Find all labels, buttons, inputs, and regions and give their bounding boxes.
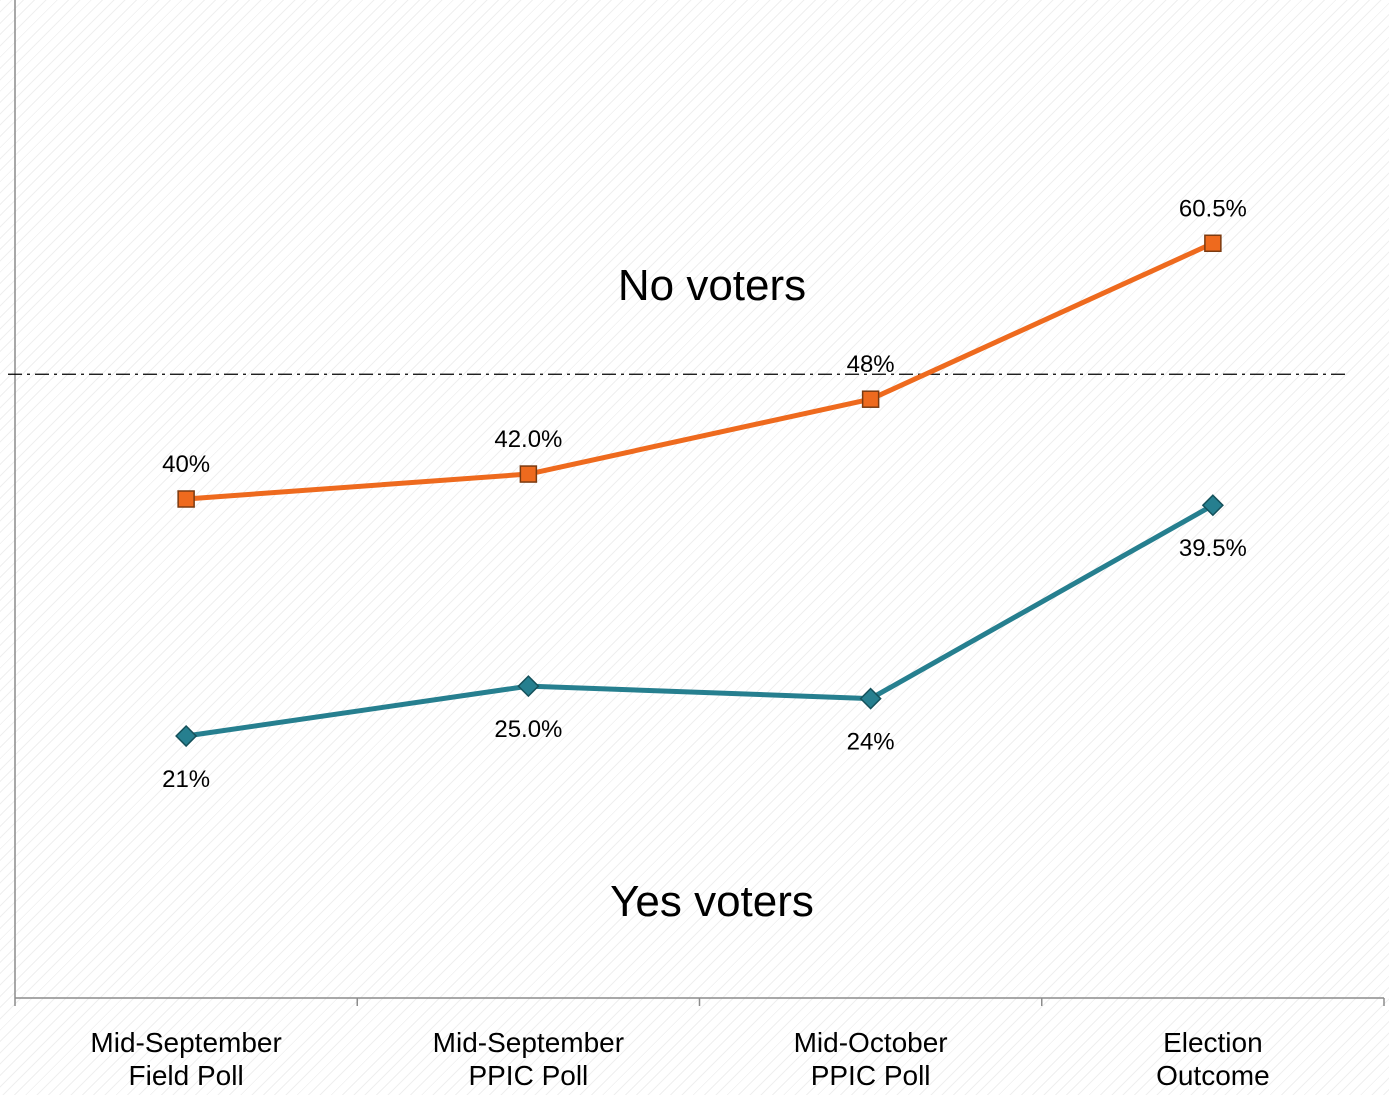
series-annotation-no-voters: No voters — [618, 261, 806, 310]
data-point-yes-voters — [859, 687, 882, 710]
data-point-no-voters — [861, 390, 880, 408]
data-label-yes-voters: 21% — [162, 766, 210, 793]
data-point-yes-voters — [175, 724, 198, 748]
data-point-no-voters — [1204, 234, 1222, 253]
data-point-no-voters — [519, 465, 538, 483]
data-point-yes-voters — [517, 675, 540, 698]
data-label-yes-voters: 25.0% — [494, 716, 562, 743]
series-yes-voters: 21% 25.0% 24% 39.5% — [162, 494, 1247, 793]
data-label-yes-voters: 39.5% — [1179, 535, 1247, 562]
data-label-no-voters: 40% — [162, 451, 210, 478]
category-label: Mid-October PPIC Poll — [794, 1027, 948, 1091]
data-label-no-voters: 42.0% — [494, 426, 562, 453]
series-layer: 40% 42.0% 48% 60.5% 21% 25.0% 24% 39.5% — [162, 195, 1247, 793]
data-label-yes-voters: 24% — [847, 729, 895, 756]
series-line-no-voters — [185, 240, 1214, 502]
data-point-no-voters — [177, 490, 195, 508]
series-no-voters: 40% 42.0% 48% 60.5% — [162, 195, 1247, 508]
x-axis-ticks — [14, 998, 1385, 1006]
category-labels: Mid-September Field Poll Mid-September PPIC… — [90, 1027, 1269, 1091]
series-line-yes-voters — [185, 503, 1215, 739]
category-label: Mid-September Field Poll — [90, 1027, 281, 1091]
series-annotation-yes-voters: Yes voters — [610, 877, 814, 926]
category-label: Mid-September PPIC Poll — [433, 1027, 624, 1091]
data-label-no-voters: 48% — [847, 351, 895, 378]
data-point-yes-voters — [1201, 494, 1224, 517]
data-label-no-voters: 60.5% — [1179, 195, 1247, 222]
category-label: Election Outcome — [1156, 1027, 1270, 1091]
